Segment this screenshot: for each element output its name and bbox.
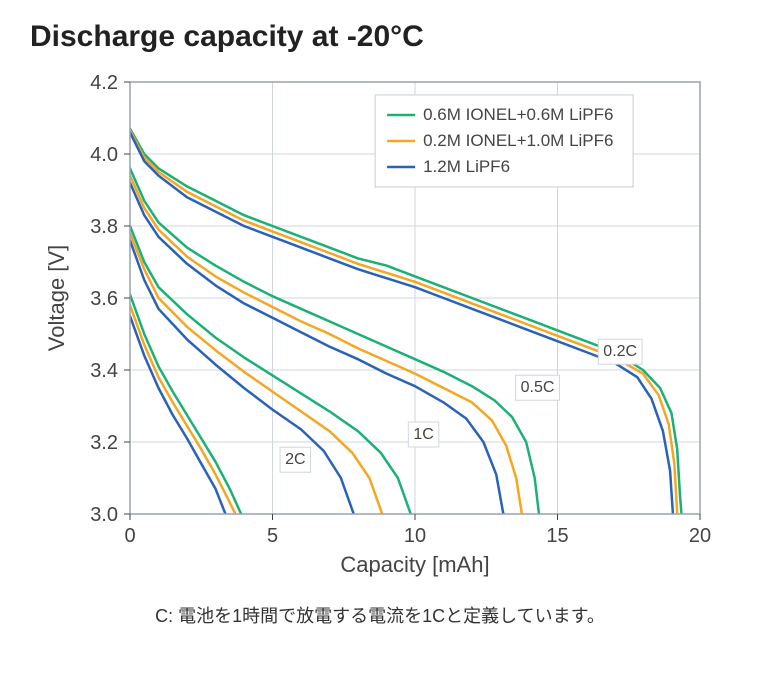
svg-text:Capacity [mAh]: Capacity [mAh] xyxy=(340,552,489,577)
svg-text:1.2M LiPF6: 1.2M LiPF6 xyxy=(423,157,510,176)
page-container: Discharge capacity at -20°C 0 5 10 15 20 3.0 3… xyxy=(0,0,760,680)
chart-area: 0 5 10 15 20 3.0 3.2 3.4 3.6 3.8 4.0 4.2 Capacity [m… xyxy=(40,64,720,584)
svg-text:Voltage [V]: Voltage [V] xyxy=(44,245,69,351)
svg-text:4.0: 4.0 xyxy=(90,144,118,166)
svg-text:4.2: 4.2 xyxy=(90,72,118,94)
svg-text:0.2M IONEL+1.0M LiPF6: 0.2M IONEL+1.0M LiPF6 xyxy=(423,131,613,150)
svg-text:3.8: 3.8 xyxy=(90,216,118,238)
chart-title: Discharge capacity at -20°C xyxy=(30,20,730,54)
svg-text:1C: 1C xyxy=(413,426,433,443)
svg-text:0.6M IONEL+0.6M LiPF6: 0.6M IONEL+0.6M LiPF6 xyxy=(423,105,613,124)
svg-text:0: 0 xyxy=(124,525,135,547)
footnote-text: C: 電池を1時間で放電する電流を1Cと定義しています。 xyxy=(30,602,730,628)
svg-text:5: 5 xyxy=(267,525,278,547)
svg-text:3.6: 3.6 xyxy=(90,288,118,310)
discharge-chart: 0 5 10 15 20 3.0 3.2 3.4 3.6 3.8 4.0 4.2 Capacity [m… xyxy=(40,64,720,584)
svg-text:0.2C: 0.2C xyxy=(603,343,637,360)
svg-text:3.0: 3.0 xyxy=(90,504,118,526)
svg-text:3.4: 3.4 xyxy=(90,360,118,382)
svg-text:20: 20 xyxy=(689,525,711,547)
svg-text:3.2: 3.2 xyxy=(90,432,118,454)
svg-text:2C: 2C xyxy=(285,451,305,468)
svg-text:15: 15 xyxy=(546,525,568,547)
svg-text:10: 10 xyxy=(404,525,426,547)
svg-text:0.5C: 0.5C xyxy=(521,379,555,396)
